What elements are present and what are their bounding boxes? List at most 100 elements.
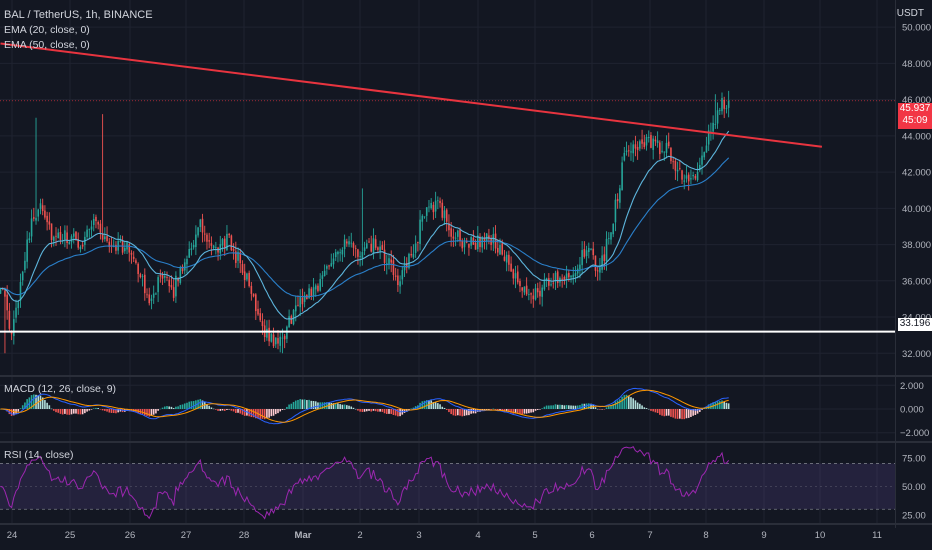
candle-body[interactable] — [414, 243, 417, 253]
resistance-trendline[interactable] — [0, 42, 823, 148]
candle-body[interactable] — [383, 249, 386, 263]
candle-body[interactable] — [303, 295, 306, 302]
candle-body[interactable] — [448, 223, 450, 231]
candle-body[interactable] — [190, 248, 193, 250]
candle-body[interactable] — [168, 279, 171, 287]
candle-body[interactable] — [399, 281, 401, 287]
ema50-legend[interactable]: EMA (50, close, 0) — [4, 39, 90, 51]
candle-body[interactable] — [430, 202, 432, 209]
candle-body[interactable] — [687, 174, 690, 182]
candle-body[interactable] — [543, 279, 546, 290]
candle-body[interactable] — [401, 270, 404, 280]
chart-title[interactable]: BAL / TetherUS, 1h, BINANCE — [4, 9, 153, 21]
candle-body[interactable] — [255, 294, 257, 312]
candle-body[interactable] — [137, 263, 139, 274]
candle-body[interactable] — [348, 241, 350, 245]
candle-body[interactable] — [183, 262, 186, 271]
candle-body[interactable] — [159, 275, 162, 277]
candle-body[interactable] — [417, 242, 419, 243]
candle-body[interactable] — [46, 215, 48, 223]
candle-body[interactable] — [279, 336, 282, 346]
candle-body[interactable] — [41, 205, 44, 212]
rsi-pane[interactable] — [0, 446, 730, 520]
candle-body[interactable] — [92, 218, 95, 225]
candle-body[interactable] — [44, 210, 46, 218]
candle-body[interactable] — [68, 242, 71, 245]
candle-body[interactable] — [297, 304, 299, 306]
candle-body[interactable] — [639, 141, 641, 149]
candle-body[interactable] — [334, 252, 337, 258]
candle-body[interactable] — [166, 277, 168, 278]
candle-body[interactable] — [450, 228, 452, 237]
candle-body[interactable] — [645, 136, 648, 146]
candle-body[interactable] — [601, 255, 603, 270]
candle-body[interactable] — [199, 219, 202, 227]
candle-body[interactable] — [232, 249, 235, 251]
candle-body[interactable] — [397, 275, 399, 286]
candle-body[interactable] — [685, 175, 688, 179]
candle-body[interactable] — [512, 269, 515, 279]
candle-body[interactable] — [548, 278, 550, 286]
candle-body[interactable] — [643, 142, 646, 148]
candle-body[interactable] — [403, 264, 406, 271]
candle-body[interactable] — [141, 276, 144, 278]
candle-body[interactable] — [441, 202, 444, 218]
candle-body[interactable] — [432, 204, 435, 213]
candle-body[interactable] — [130, 252, 133, 255]
candle-body[interactable] — [223, 238, 226, 249]
macd-pane[interactable] — [0, 387, 730, 425]
candle-body[interactable] — [579, 264, 581, 270]
candle-body[interactable] — [235, 251, 237, 263]
candle-body[interactable] — [226, 233, 228, 251]
candle-body[interactable] — [716, 110, 719, 124]
candle-body[interactable] — [328, 265, 330, 267]
candle-body[interactable] — [614, 199, 617, 223]
candle-body[interactable] — [627, 150, 630, 152]
candle-body[interactable] — [266, 328, 268, 338]
candle-body[interactable] — [299, 296, 301, 308]
candle-body[interactable] — [423, 216, 426, 218]
candle-body[interactable] — [652, 138, 654, 150]
candle-body[interactable] — [714, 124, 717, 125]
candle-body[interactable] — [132, 256, 135, 259]
candle-body[interactable] — [197, 227, 199, 236]
candle-body[interactable] — [705, 145, 708, 153]
candle-body[interactable] — [683, 180, 686, 182]
candle-body[interactable] — [712, 122, 714, 132]
candle-body[interactable] — [488, 235, 490, 240]
candle-body[interactable] — [410, 254, 412, 256]
candle-body[interactable] — [703, 152, 706, 158]
candle-body[interactable] — [405, 263, 408, 268]
candle-body[interactable] — [428, 206, 430, 208]
candle-body[interactable] — [392, 260, 395, 275]
candle-body[interactable] — [681, 170, 683, 180]
candle-body[interactable] — [690, 178, 692, 180]
candle-body[interactable] — [119, 240, 122, 242]
candle-body[interactable] — [359, 256, 361, 258]
candle-body[interactable] — [179, 268, 182, 283]
candle-body[interactable] — [243, 271, 246, 281]
candle-body[interactable] — [612, 223, 615, 235]
candle-body[interactable] — [323, 270, 326, 277]
candle-body[interactable] — [621, 162, 623, 191]
candle-body[interactable] — [186, 258, 188, 265]
candle-body[interactable] — [321, 275, 324, 279]
annotations[interactable] — [0, 42, 895, 333]
candle-body[interactable] — [246, 273, 248, 280]
candle-body[interactable] — [181, 266, 184, 272]
candle-body[interactable] — [519, 281, 521, 287]
candle-body[interactable] — [670, 147, 672, 162]
candle-body[interactable] — [676, 169, 679, 172]
candle-body[interactable] — [605, 238, 608, 262]
candle-body[interactable] — [175, 275, 177, 297]
candle-body[interactable] — [208, 240, 210, 242]
candle-body[interactable] — [390, 259, 393, 263]
candle-body[interactable] — [508, 254, 510, 265]
candle-body[interactable] — [588, 248, 590, 252]
candle-body[interactable] — [135, 260, 137, 263]
candle-body[interactable] — [505, 254, 508, 263]
rsi-axis[interactable]: 75.00 50.00 25.00 — [902, 453, 926, 521]
candle-body[interactable] — [661, 150, 663, 152]
candle-body[interactable] — [550, 284, 552, 286]
